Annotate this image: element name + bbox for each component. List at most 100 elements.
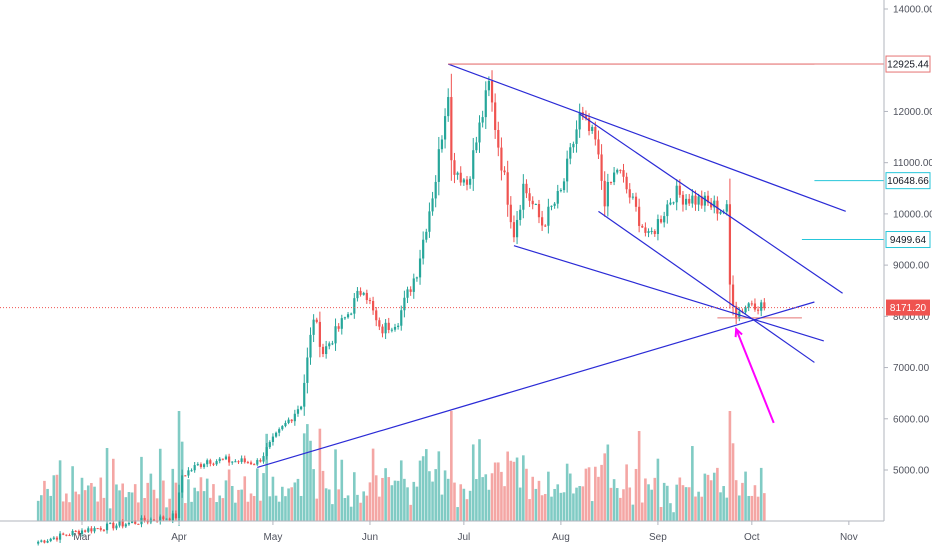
volume-bar — [212, 484, 215, 521]
candle-body — [519, 209, 522, 220]
volume-bar — [453, 482, 456, 521]
time-axis[interactable]: Mar Apr May Jun Jul Aug Sep Oct Nov — [0, 520, 884, 543]
volume-bar — [205, 478, 209, 521]
volume-bar — [440, 494, 444, 521]
volume-bar — [68, 502, 71, 521]
volume-bar — [384, 468, 387, 521]
candle — [162, 515, 165, 521]
candle — [353, 293, 356, 319]
candle-body — [293, 413, 296, 422]
candle — [469, 176, 472, 189]
candle-body — [102, 529, 106, 531]
candle — [456, 171, 459, 180]
volume-bar — [374, 475, 378, 521]
candle-body — [556, 191, 559, 204]
candle — [666, 200, 669, 224]
candle — [506, 160, 509, 217]
volume-bar — [697, 491, 700, 521]
candle — [350, 312, 353, 316]
candle-body — [37, 541, 40, 544]
candle — [597, 130, 600, 159]
volume-bar — [199, 477, 203, 521]
candle-body — [418, 258, 422, 278]
candle — [700, 190, 703, 209]
candle-body — [43, 540, 46, 543]
volume-bar — [371, 448, 375, 521]
candle — [756, 306, 760, 315]
candle-body — [40, 540, 43, 542]
candle-body — [731, 284, 735, 306]
candle — [221, 458, 224, 461]
volume-bar — [634, 468, 638, 521]
candle-body — [710, 202, 713, 208]
candle — [309, 327, 312, 365]
candle-body — [753, 303, 757, 310]
price-axis[interactable]: 14000.00 12000.00 11000.00 10000.00 9000.00 8… — [883, 0, 932, 521]
volume-bar — [393, 480, 397, 521]
candle — [594, 121, 597, 146]
candle-body — [406, 289, 409, 298]
candle — [534, 203, 537, 206]
time-tick-label: Sep — [649, 532, 667, 543]
candle-body — [303, 382, 306, 407]
candle-body — [735, 305, 738, 319]
candle-body — [725, 204, 728, 212]
volume-bar — [343, 498, 347, 521]
candle-body — [237, 461, 240, 463]
candle-body — [393, 326, 397, 330]
volume-bar — [168, 498, 171, 521]
candle — [522, 174, 525, 219]
trendline[interactable] — [598, 210, 815, 363]
candle — [199, 462, 203, 469]
volume-bar — [728, 411, 732, 521]
candle — [697, 193, 700, 212]
volume-bar — [193, 487, 196, 521]
candle — [659, 215, 663, 224]
arrow-head — [734, 327, 743, 338]
candle — [387, 317, 390, 334]
volume-bar — [234, 502, 237, 521]
volume-bar — [487, 489, 491, 521]
volume-bar — [327, 489, 331, 521]
trendline[interactable] — [513, 245, 824, 342]
arrow-shaft[interactable] — [735, 328, 775, 424]
candle-body — [478, 122, 481, 143]
candle-body — [747, 303, 750, 308]
trendline[interactable] — [257, 301, 815, 469]
volume-bar — [559, 492, 563, 521]
candle — [384, 319, 387, 340]
volume-bar — [337, 489, 340, 521]
candle — [731, 275, 735, 316]
volume-bar — [731, 443, 735, 521]
volume-bar — [415, 486, 419, 521]
trendline[interactable] — [579, 113, 843, 294]
candle-body — [694, 195, 697, 205]
trendline[interactable] — [448, 63, 846, 212]
volume-bar — [691, 446, 694, 521]
candle-body — [550, 205, 553, 207]
candle — [550, 205, 553, 211]
volume-bar — [543, 493, 547, 521]
volume-bar — [65, 493, 68, 521]
price-tick-label: 10000.00 — [893, 209, 932, 220]
candle — [246, 460, 249, 464]
candle — [609, 181, 613, 185]
candle — [328, 341, 331, 350]
candle — [124, 522, 127, 528]
volume-bar — [756, 496, 760, 521]
candle — [368, 297, 372, 305]
candle-body — [497, 129, 500, 148]
volume-bar — [662, 482, 666, 521]
candle — [346, 312, 350, 319]
candle — [547, 198, 550, 234]
time-tick-label: Nov — [840, 532, 858, 543]
candle-body — [760, 302, 763, 311]
candle — [318, 311, 321, 358]
candle-body — [231, 461, 234, 463]
drawing-layer[interactable] — [0, 63, 884, 469]
candle-body — [337, 326, 340, 329]
candle-body — [137, 523, 140, 525]
candle — [90, 526, 93, 534]
candle-body — [58, 533, 62, 540]
